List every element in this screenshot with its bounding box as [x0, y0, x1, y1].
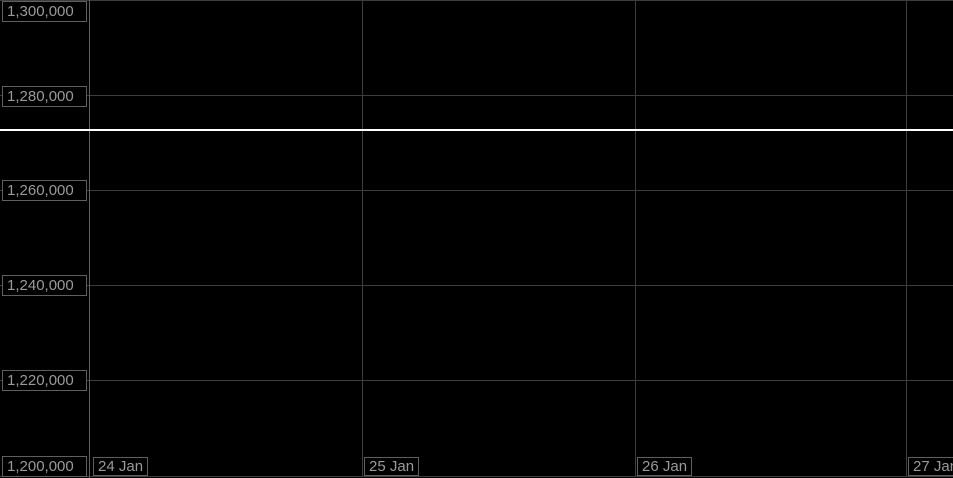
- x-tick-label: 24 Jan: [93, 457, 149, 476]
- y-axis-line: [89, 0, 90, 478]
- y-gridline-1300000: [0, 0, 953, 1]
- y-gridline-1260000: [0, 190, 953, 191]
- y-gridline-1240000: [0, 285, 953, 286]
- x-tick-label: 27 Jan: [908, 457, 953, 476]
- y-gridline-1220000: [0, 380, 953, 381]
- y-tick-label: 1,240,000: [2, 275, 87, 296]
- y-tick-label: 1,260,000: [2, 180, 87, 201]
- current-price-line: [0, 129, 953, 131]
- x-gridline-26jan: [635, 0, 636, 477]
- y-tick-label: 1,280,000: [2, 86, 87, 107]
- x-axis-bottom-line: [0, 476, 953, 477]
- y-tick-label: 1,220,000: [2, 370, 87, 391]
- x-gridline-25jan: [362, 0, 363, 477]
- y-gridline-1280000: [0, 95, 953, 96]
- x-tick-label: 26 Jan: [637, 457, 693, 476]
- y-tick-label: 1,300,000: [2, 1, 87, 22]
- x-gridline-27jan: [906, 0, 907, 477]
- x-tick-label: 25 Jan: [364, 457, 420, 476]
- y-tick-label: 1,200,000: [2, 456, 87, 477]
